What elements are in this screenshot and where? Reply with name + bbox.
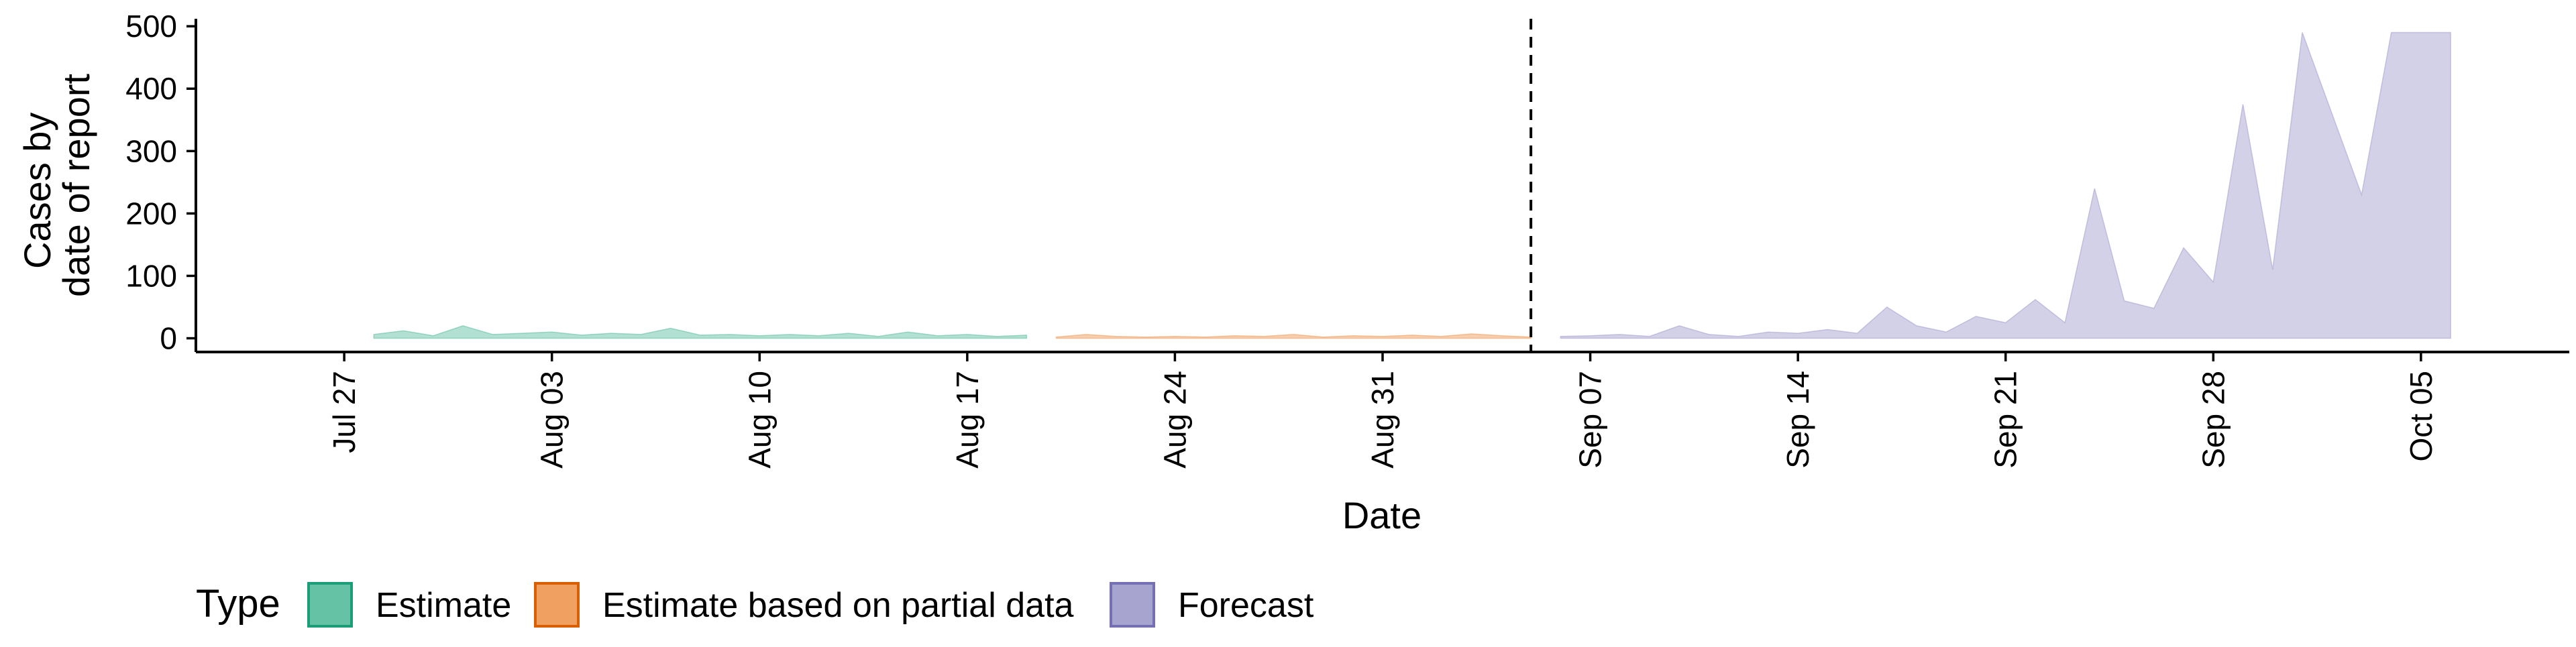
y-axis-title: Cases by date of report bbox=[16, 74, 97, 298]
x-tick-label: Sep 28 bbox=[2196, 371, 2231, 469]
x-tick-label: Oct 05 bbox=[2404, 371, 2438, 462]
y-tick-label: 0 bbox=[160, 321, 177, 356]
x-tick-label: Aug 31 bbox=[1365, 371, 1400, 469]
legend-key-forecast bbox=[1110, 582, 1155, 628]
legend: Type Estimate Estimate based on partial da… bbox=[196, 582, 1314, 628]
y-tick-label: 200 bbox=[125, 196, 177, 231]
legend-key-estimate-based-on-partial-data bbox=[534, 582, 580, 628]
x-tick-label: Sep 14 bbox=[1780, 371, 1815, 469]
legend-key-estimate bbox=[307, 582, 353, 628]
x-tick-label: Aug 03 bbox=[535, 371, 570, 469]
y-tick-label: 400 bbox=[125, 71, 177, 106]
legend-label-estimate-based-on-partial-data: Estimate based on partial data bbox=[602, 586, 1074, 625]
legend-label-forecast: Forecast bbox=[1178, 586, 1314, 625]
x-tick-label: Sep 07 bbox=[1573, 371, 1608, 469]
y-axis-title-line-2: date of report bbox=[55, 74, 97, 298]
x-tick-label: Aug 10 bbox=[742, 371, 777, 469]
x-tick-label: Sep 21 bbox=[1988, 371, 2023, 469]
series-area-estimate bbox=[373, 325, 1028, 339]
series-layer bbox=[373, 32, 2451, 339]
y-tick-label: 100 bbox=[125, 258, 177, 293]
series-area-forecast bbox=[1560, 32, 2451, 339]
series-area-estimate-based-on-partial-data bbox=[1055, 333, 1532, 339]
x-tick-label: Jul 27 bbox=[327, 371, 362, 453]
x-tick-label: Aug 17 bbox=[950, 371, 985, 469]
x-axis-title: Date bbox=[1342, 494, 1421, 536]
legend-label-estimate: Estimate bbox=[376, 586, 511, 625]
x-tick-label: Aug 24 bbox=[1157, 371, 1192, 469]
y-tick-label: 500 bbox=[125, 9, 177, 44]
titles-layer: Date Cases by date of report bbox=[16, 74, 1421, 536]
axes-layer: 0 100 200 300 400 500 Jul 27 Aug 03 Aug 10 Aug 17… bbox=[125, 9, 2569, 469]
y-tick-label: 300 bbox=[125, 133, 177, 168]
y-axis-title-line-1: Cases by bbox=[16, 113, 58, 269]
legend-title: Type bbox=[196, 582, 280, 626]
